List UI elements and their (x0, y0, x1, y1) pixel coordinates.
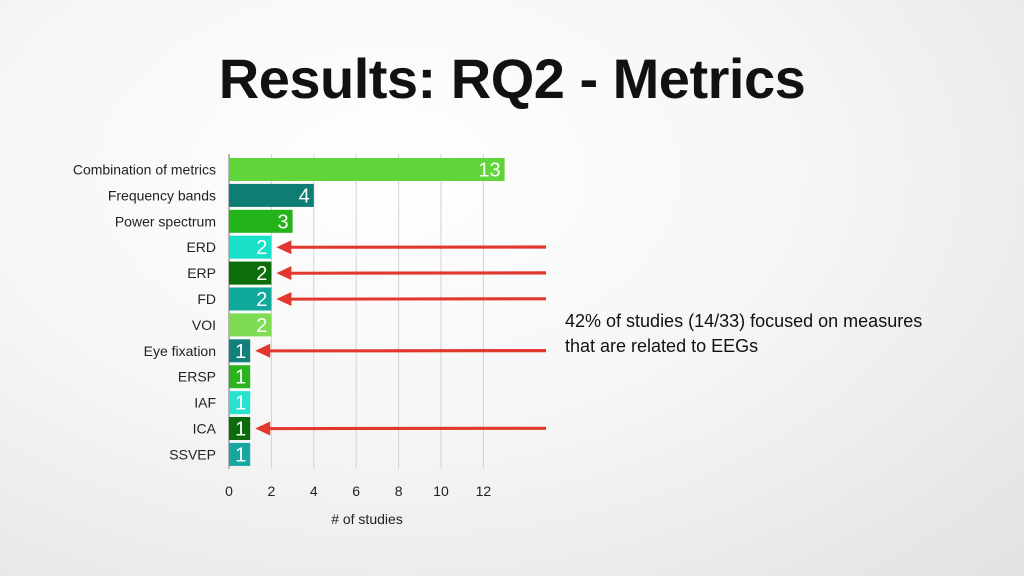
category-label: VOI (192, 317, 216, 333)
x-tick-label: 6 (352, 483, 360, 499)
x-axis-title: # of studies (331, 511, 403, 527)
x-tick-label: 2 (268, 483, 276, 499)
data-label: 13 (478, 160, 500, 182)
x-tick-labels: 0 2 4 6 8 10 12 (225, 483, 491, 499)
category-labels: Combination of metrics Frequency bands Pow… (73, 162, 217, 463)
bar (229, 235, 272, 259)
category-label: SSVEP (169, 446, 216, 462)
arrow-head (255, 421, 271, 436)
arrow-head (276, 292, 292, 306)
x-tick-label: 4 (310, 483, 318, 499)
bar (229, 365, 251, 389)
category-label: Combination of metrics (73, 162, 216, 178)
bar (229, 287, 272, 311)
bar (229, 158, 505, 181)
data-label: 2 (256, 237, 267, 259)
data-label: 1 (235, 393, 246, 415)
arrow-head (276, 266, 292, 281)
arrow-shaft (267, 349, 546, 353)
bar (229, 391, 251, 415)
x-tick-label: 12 (476, 483, 492, 499)
bar (229, 442, 251, 466)
bar (229, 261, 272, 285)
category-label: Eye fixation (144, 343, 216, 359)
data-label: 1 (235, 444, 246, 466)
category-label: ERP (187, 265, 216, 281)
arrow-head (276, 240, 292, 255)
arrow-shaft (288, 245, 546, 249)
highlight-arrows (255, 240, 546, 436)
category-label: FD (197, 291, 216, 307)
data-label: 2 (256, 315, 267, 337)
data-label: 1 (235, 419, 246, 441)
data-label: 1 (235, 341, 246, 363)
bar (229, 417, 251, 440)
data-label: 1 (235, 367, 246, 389)
category-label: Power spectrum (115, 213, 216, 229)
data-label: 2 (256, 263, 267, 285)
bar (229, 313, 272, 337)
category-label: IAF (194, 395, 216, 411)
bar (229, 183, 314, 207)
category-label: Frequency bands (108, 187, 216, 203)
slide-title: Results: RQ2 - Metrics (218, 47, 806, 110)
x-tick-label: 0 (225, 483, 233, 499)
data-label: 3 (277, 211, 288, 233)
arrow-shaft (288, 271, 546, 275)
annotation-text: 42% of studies (14/33) focused on measur… (565, 311, 923, 356)
x-tick-label: 10 (433, 483, 449, 499)
data-label: 2 (256, 289, 267, 311)
bar (229, 339, 251, 363)
category-label: ERD (186, 239, 216, 255)
x-tick-label: 8 (395, 483, 403, 499)
arrow-shaft (288, 297, 546, 301)
arrow-head (255, 343, 271, 358)
bar (229, 209, 293, 233)
category-label: ERSP (178, 369, 216, 385)
data-label: 4 (299, 185, 310, 207)
arrow-shaft (267, 426, 546, 431)
category-label: ICA (193, 421, 217, 437)
